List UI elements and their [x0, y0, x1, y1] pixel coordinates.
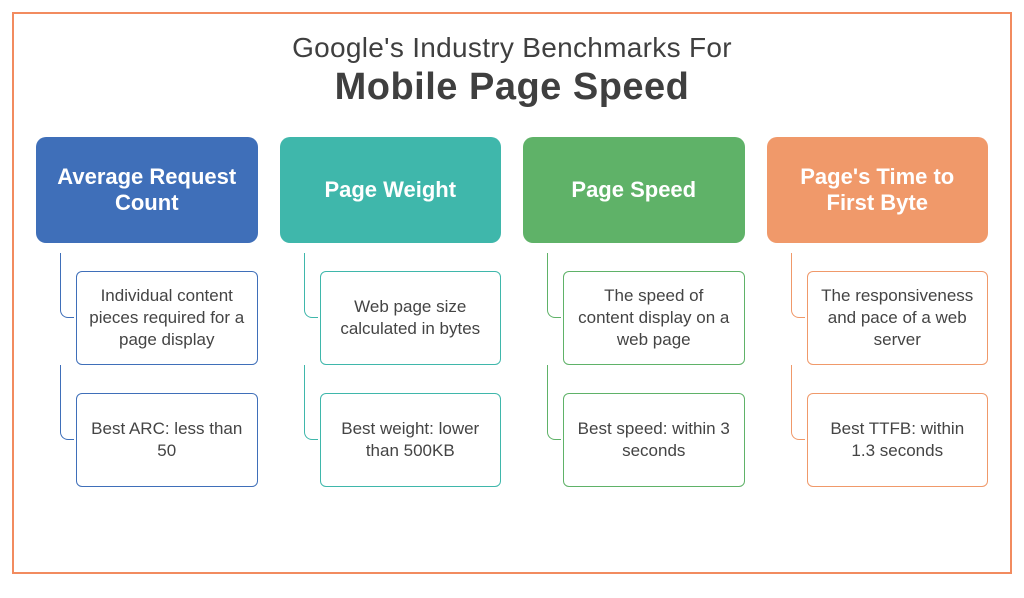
connector-line: [547, 365, 561, 440]
header-weight: Page Weight: [280, 137, 502, 243]
link-ttfb-0: The responsiveness and pace of a web ser…: [791, 271, 989, 365]
col-speed: Page Speed The speed of content display …: [523, 137, 745, 487]
header-speed-label: Page Speed: [571, 177, 696, 203]
infographic-frame: Google's Industry Benchmarks For Mobile …: [12, 12, 1012, 574]
header-ttfb: Page's Time to First Byte: [767, 137, 989, 243]
link-weight-0: Web page size calculated in bytes: [304, 271, 502, 365]
sub-arc-0: Individual content pieces required for a…: [76, 271, 258, 365]
sub-weight-0-text: Web page size calculated in bytes: [331, 296, 491, 340]
header-ttfb-label: Page's Time to First Byte: [777, 164, 979, 217]
stack-arc: Individual content pieces required for a…: [60, 243, 258, 487]
sub-weight-1: Best weight: lower than 500KB: [320, 393, 502, 487]
col-ttfb: Page's Time to First Byte The responsive…: [767, 137, 989, 487]
connector-line: [791, 253, 805, 318]
title-block: Google's Industry Benchmarks For Mobile …: [32, 32, 992, 109]
sub-weight-1-text: Best weight: lower than 500KB: [331, 418, 491, 462]
sub-arc-1-text: Best ARC: less than 50: [87, 418, 247, 462]
link-ttfb-1: Best TTFB: within 1.3 seconds: [791, 393, 989, 487]
connector-line: [304, 253, 318, 318]
connector-line: [547, 253, 561, 318]
sub-arc-1: Best ARC: less than 50: [76, 393, 258, 487]
header-arc: Average Request Count: [36, 137, 258, 243]
sub-ttfb-1: Best TTFB: within 1.3 seconds: [807, 393, 989, 487]
col-arc: Average Request Count Individual content…: [36, 137, 258, 487]
sub-speed-1: Best speed: within 3 seconds: [563, 393, 745, 487]
connector-line: [304, 365, 318, 440]
sub-speed-0-text: The speed of content display on a web pa…: [574, 285, 734, 351]
stack-weight: Web page size calculated in bytes Best w…: [304, 243, 502, 487]
sub-ttfb-0-text: The responsiveness and pace of a web ser…: [818, 285, 978, 351]
header-arc-label: Average Request Count: [46, 164, 248, 217]
stack-speed: The speed of content display on a web pa…: [547, 243, 745, 487]
link-speed-1: Best speed: within 3 seconds: [547, 393, 745, 487]
sub-ttfb-1-text: Best TTFB: within 1.3 seconds: [818, 418, 978, 462]
sub-weight-0: Web page size calculated in bytes: [320, 271, 502, 365]
link-speed-0: The speed of content display on a web pa…: [547, 271, 745, 365]
title-line-1: Google's Industry Benchmarks For: [32, 32, 992, 64]
stack-ttfb: The responsiveness and pace of a web ser…: [791, 243, 989, 487]
header-speed: Page Speed: [523, 137, 745, 243]
title-line-2: Mobile Page Speed: [32, 66, 992, 109]
sub-arc-0-text: Individual content pieces required for a…: [87, 285, 247, 351]
connector-line: [60, 253, 74, 318]
col-weight: Page Weight Web page size calculated in …: [280, 137, 502, 487]
sub-speed-1-text: Best speed: within 3 seconds: [574, 418, 734, 462]
link-arc-0: Individual content pieces required for a…: [60, 271, 258, 365]
link-weight-1: Best weight: lower than 500KB: [304, 393, 502, 487]
connector-line: [791, 365, 805, 440]
connector-line: [60, 365, 74, 440]
sub-ttfb-0: The responsiveness and pace of a web ser…: [807, 271, 989, 365]
sub-speed-0: The speed of content display on a web pa…: [563, 271, 745, 365]
header-weight-label: Page Weight: [324, 177, 456, 203]
link-arc-1: Best ARC: less than 50: [60, 393, 258, 487]
columns-row: Average Request Count Individual content…: [32, 137, 992, 487]
